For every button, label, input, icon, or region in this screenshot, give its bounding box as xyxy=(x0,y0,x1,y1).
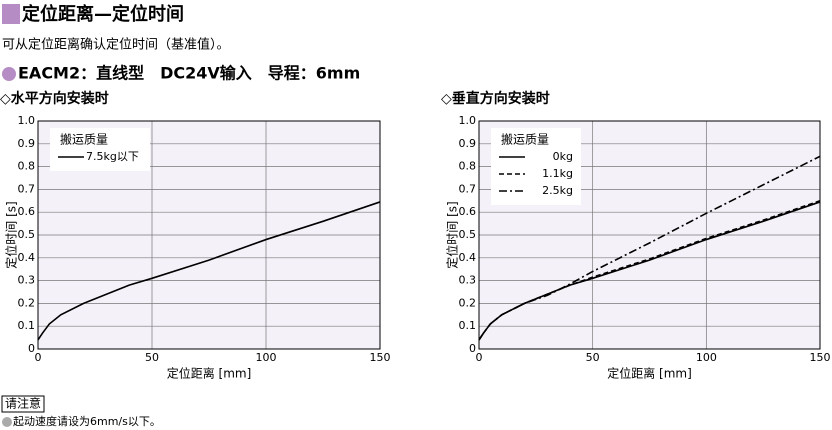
y-tick-label: 0.8 xyxy=(18,160,36,173)
model-line: EACM2：直线型 DC24V输入 导程：6mm xyxy=(18,64,360,83)
x-tick-label: 100 xyxy=(256,351,277,364)
x-tick-label: 0 xyxy=(35,351,42,364)
x-axis-label: 定位距离 [mm] xyxy=(167,366,252,381)
x-tick-label: 50 xyxy=(586,351,600,364)
y-tick-label: 0.7 xyxy=(459,182,477,195)
x-tick-label: 50 xyxy=(145,351,159,364)
y-tick-label: 0.6 xyxy=(18,205,36,218)
legend-title: 搬运质量 xyxy=(60,132,108,147)
y-tick-label: 0.7 xyxy=(18,182,36,195)
y-tick-label: 0.5 xyxy=(18,228,36,241)
x-tick-label: 150 xyxy=(370,351,391,364)
legend-label: 1.1kg xyxy=(542,167,573,180)
x-tick-label: 150 xyxy=(810,351,831,364)
y-tick-label: 0.8 xyxy=(459,160,477,173)
page-title: 定位距离—定位时间 xyxy=(22,3,184,25)
y-tick-label: 0 xyxy=(28,342,35,355)
model-bullet xyxy=(2,67,16,81)
y-tick-label: 0.1 xyxy=(18,319,36,332)
chart-title: ◇水平方向安装时 xyxy=(0,90,109,107)
y-tick-label: 0.4 xyxy=(459,251,477,264)
subtitle: 可从定位距离确认定位时间（基准值）。 xyxy=(2,37,230,53)
note-text: 起动速度请设为6mm/s以下。 xyxy=(13,414,161,428)
y-tick-label: 0.9 xyxy=(459,137,477,150)
series-line xyxy=(478,155,821,341)
x-tick-label: 100 xyxy=(696,351,717,364)
legend-box xyxy=(491,128,581,205)
legend-title: 搬运质量 xyxy=(501,132,549,147)
y-tick-label: 0.6 xyxy=(459,205,477,218)
y-tick-label: 0.2 xyxy=(459,296,477,309)
legend-label: 7.5kg以下 xyxy=(86,150,139,163)
y-tick-label: 1.0 xyxy=(459,114,477,127)
x-axis-label: 定位距离 [mm] xyxy=(607,366,692,381)
note-box xyxy=(1,395,45,413)
y-tick-label: 0.3 xyxy=(459,274,477,287)
x-tick-label: 0 xyxy=(476,351,483,364)
y-tick-label: 0.3 xyxy=(18,274,36,287)
series-line xyxy=(37,201,381,341)
plot-frame xyxy=(478,120,821,350)
note-bullet xyxy=(2,417,12,427)
chart-title: ◇垂直方向安装时 xyxy=(441,90,550,107)
title-square xyxy=(2,4,20,24)
legend-label: 0kg xyxy=(553,150,573,163)
legend-label: 2.5kg xyxy=(542,184,573,197)
y-tick-label: 0.9 xyxy=(18,137,36,150)
note-label: 请注意 xyxy=(5,396,41,411)
y-tick-label: 0.5 xyxy=(459,228,477,241)
y-tick-label: 1.0 xyxy=(18,114,36,127)
plot-frame xyxy=(37,120,381,350)
y-tick-label: 0.2 xyxy=(18,296,36,309)
y-axis-label: 定位时间 [s] xyxy=(4,201,19,268)
y-axis-label: 定位时间 [s] xyxy=(445,201,460,268)
y-tick-label: 0.1 xyxy=(459,319,477,332)
y-tick-label: 0.4 xyxy=(18,251,36,264)
legend-box xyxy=(50,128,150,171)
y-tick-label: 0 xyxy=(469,342,476,355)
